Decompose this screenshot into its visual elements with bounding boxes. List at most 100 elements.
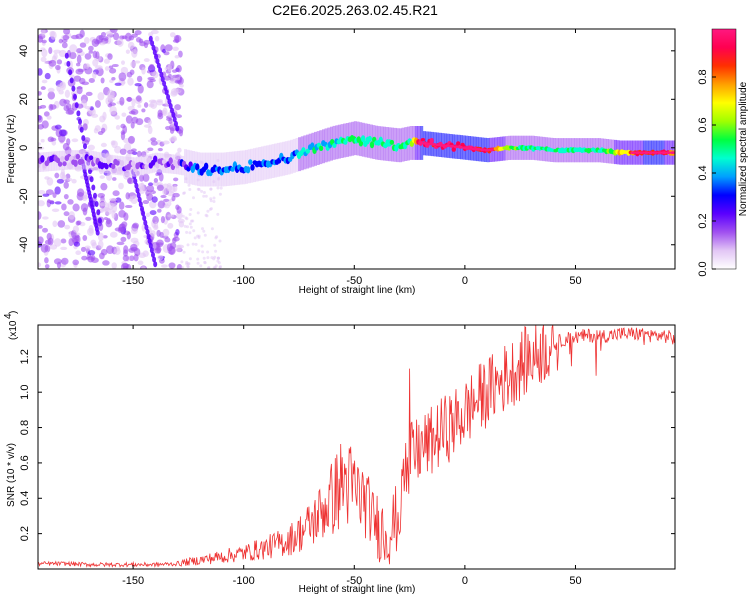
noise-cell <box>66 177 73 182</box>
streak-cell <box>151 251 155 258</box>
colorbar-tick-label: 0.0 <box>697 261 709 276</box>
streak-cell <box>152 256 157 263</box>
noise-cell <box>120 66 129 75</box>
snr-xtick-label: 0 <box>462 575 468 587</box>
noise-cell <box>84 106 91 110</box>
ridge-core-cell <box>111 163 116 170</box>
noise-cell <box>60 169 66 176</box>
snr-ylabel: SNR (10 * v/v) <box>6 443 17 507</box>
noise-cell <box>41 79 48 84</box>
noise-cell <box>174 79 182 84</box>
colorbar-label: Normalized spectral amplitude <box>738 81 749 216</box>
noise-cell <box>196 187 200 191</box>
noise-cell <box>47 87 55 93</box>
noise-cell <box>148 103 155 108</box>
ridge-core-cell <box>75 153 81 160</box>
ridge-halo-cell <box>130 157 134 177</box>
noise-cell <box>210 283 213 286</box>
noise-cell <box>173 177 179 182</box>
noise-cell <box>147 119 152 126</box>
noise-cell <box>134 83 142 87</box>
noise-cell <box>150 29 159 35</box>
noise-cell <box>173 88 182 94</box>
noise-cell <box>65 109 74 115</box>
noise-cell <box>38 200 45 207</box>
snr-ytick-label: 0.2 <box>19 526 31 541</box>
noise-cell <box>201 250 205 254</box>
ridge-peak-cell <box>418 141 424 145</box>
noise-cell <box>123 143 132 152</box>
streak-cell <box>94 201 99 207</box>
noise-cell <box>96 67 104 77</box>
noise-cell <box>55 64 61 71</box>
noise-cell <box>38 106 43 110</box>
noise-cell <box>185 270 188 273</box>
spectrogram-axes: -150 -100 -50 0 50 -40 -20 0 20 40 Height of strai… <box>6 29 675 296</box>
noise-cell <box>67 199 74 205</box>
ridge-halo-cell <box>207 152 211 187</box>
noise-cell <box>130 195 138 204</box>
ridge-peak-cell <box>475 147 481 151</box>
noise-cell <box>64 224 71 230</box>
noise-cell <box>119 148 127 155</box>
noise-cell <box>146 185 155 193</box>
snr-scale-close: ) <box>8 311 19 314</box>
noise-cell <box>180 283 183 286</box>
noise-cell <box>50 30 57 40</box>
streak-cell <box>164 89 169 96</box>
noise-cell <box>38 225 43 229</box>
snr-ytick-label: 1.2 <box>19 349 31 364</box>
noise-cell <box>42 227 48 233</box>
noise-cell <box>41 120 49 129</box>
noise-cell <box>127 135 136 144</box>
noise-cell <box>122 249 129 257</box>
noise-cell <box>127 77 134 86</box>
noise-cell <box>92 59 99 67</box>
noise-cell <box>157 254 164 261</box>
streak-cell <box>141 210 146 217</box>
ridge-core-cell <box>250 164 255 171</box>
noise-cell <box>155 172 161 177</box>
noise-cell <box>102 111 107 121</box>
noise-cell <box>182 278 185 281</box>
noise-cell <box>63 211 70 217</box>
noise-cell <box>88 224 94 234</box>
noise-cell <box>40 47 46 51</box>
noise-cell <box>76 188 85 197</box>
noise-cell <box>109 67 117 74</box>
noise-cell <box>186 243 190 247</box>
noise-cell <box>209 207 213 211</box>
noise-cell <box>83 64 90 69</box>
noise-cell <box>191 242 195 246</box>
ridge-peak-cell <box>466 146 472 150</box>
noise-cell <box>201 277 204 280</box>
noise-cell <box>61 203 67 211</box>
spec-ylabel: Frequency (Hz) <box>6 115 17 184</box>
noise-cell <box>193 271 196 274</box>
noise-cell <box>60 238 67 244</box>
noise-cell <box>201 227 204 231</box>
noise-cell <box>122 254 130 262</box>
noise-cell <box>184 278 187 281</box>
noise-cell <box>214 249 218 253</box>
ridge-peak-cell <box>488 148 494 152</box>
noise-cell <box>132 222 139 229</box>
noise-cell <box>137 84 144 94</box>
noise-cell <box>219 186 223 190</box>
noise-cell <box>143 124 152 128</box>
noise-cell <box>141 266 146 269</box>
noise-cell <box>42 193 50 197</box>
noise-cell <box>185 230 189 234</box>
ridge-core-cell <box>80 159 85 165</box>
noise-cell <box>215 235 219 239</box>
noise-cell <box>120 236 127 243</box>
noise-cell <box>45 189 54 196</box>
noise-cell <box>181 214 185 218</box>
ridge-core-cell <box>88 155 94 161</box>
noise-cell <box>72 203 80 212</box>
snr-ytick-label: 0.6 <box>19 455 31 470</box>
streak-cell <box>142 215 147 222</box>
noise-cell <box>138 182 145 190</box>
snr-scale-base: (x10 <box>8 320 19 340</box>
noise-cell <box>212 274 215 277</box>
